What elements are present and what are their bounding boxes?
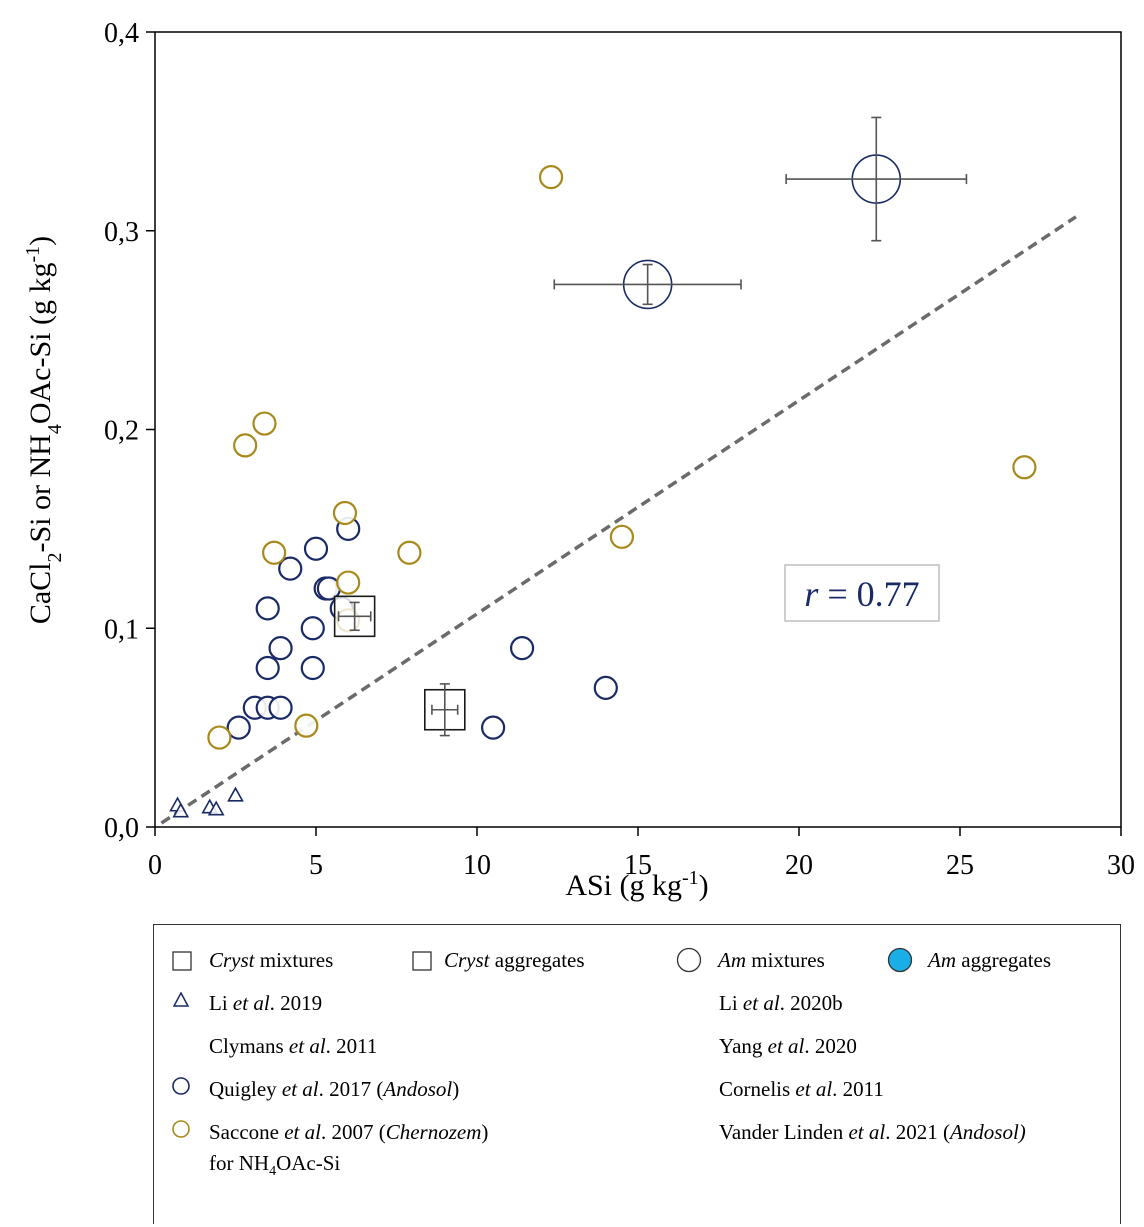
circle-point bbox=[278, 556, 303, 581]
circle-point bbox=[233, 433, 258, 458]
circle-point bbox=[1012, 455, 1037, 480]
cryst-mixture-point bbox=[333, 595, 376, 638]
circle-point bbox=[300, 655, 325, 681]
am-mixture-point bbox=[785, 116, 968, 242]
y-tick-label: 0,1 bbox=[104, 614, 139, 645]
legend-cornelis-2011: Cornelis et al. 2011 bbox=[719, 1077, 884, 1101]
legend-saccone-2007: Saccone et al. 2007 (Chernozem) bbox=[209, 1120, 489, 1144]
cryst-mixture-point bbox=[423, 683, 466, 737]
legend-am-mixtures: Am mixtures bbox=[718, 948, 825, 972]
legend-quigley-2017: Quigley et al. 2017 (Andosol) bbox=[209, 1077, 460, 1101]
x-axis-title: ASi (g kg-1) bbox=[565, 867, 708, 902]
legend-vander-linden-2021: Vander Linden et al. 2021 (Andosol) bbox=[719, 1120, 1026, 1144]
y-tick-label: 0,0 bbox=[104, 813, 139, 844]
x-tick-label: 20 bbox=[785, 850, 813, 881]
circle-marker-icon bbox=[172, 1077, 190, 1095]
circle-point bbox=[255, 596, 280, 621]
square-marker-icon bbox=[172, 951, 192, 971]
circle-point bbox=[609, 524, 635, 549]
triangle-point bbox=[207, 800, 225, 816]
x-tick-label: 0 bbox=[148, 850, 162, 881]
circle-point bbox=[226, 715, 251, 740]
x-tick-label: 10 bbox=[463, 850, 491, 881]
triangle-point bbox=[227, 786, 244, 802]
y-axis-title: CaCl2-Si or NH4OAc-Si (g kg-1) bbox=[22, 236, 66, 624]
circle-point bbox=[207, 725, 232, 750]
legend-cryst-mixtures: Cryst mixtures bbox=[209, 948, 334, 972]
x-tick-label: 5 bbox=[309, 850, 323, 881]
legend-saccone-line2: for NH4OAc-Si bbox=[209, 1151, 341, 1180]
circle-point bbox=[255, 655, 280, 681]
circle-point bbox=[252, 411, 277, 436]
circle-marker-icon bbox=[172, 1120, 190, 1138]
scatter-chart: 0 5 10 15 20 25 30 0,0 0,1 0,2 0,3 0,4 ASi (g kg-1)… bbox=[22, 18, 1135, 902]
plot-border bbox=[154, 31, 1122, 828]
legend-cryst-aggregates: Cryst aggregates bbox=[444, 948, 585, 972]
am-mixture-point bbox=[553, 259, 742, 310]
circle-point bbox=[481, 715, 506, 740]
circle-point bbox=[268, 636, 293, 661]
x-tick-label: 25 bbox=[946, 850, 974, 881]
axis-ticks: 0 5 10 15 20 25 30 0,0 0,1 0,2 0,3 0,4 bbox=[104, 18, 1135, 881]
legend-am-aggregates: Am aggregates bbox=[928, 948, 1052, 972]
legend-clymans-2011: Clymans et al. 2011 bbox=[209, 1034, 378, 1058]
circle-point bbox=[300, 616, 325, 641]
y-tick-label: 0,2 bbox=[104, 416, 139, 447]
y-tick-label: 0,3 bbox=[104, 217, 139, 248]
r-value-label: r = 0.77 bbox=[804, 574, 919, 614]
plot-area bbox=[154, 31, 1122, 828]
large-circle-marker-icon bbox=[676, 947, 702, 973]
circle-point bbox=[397, 540, 422, 565]
legend: Cryst mixtures Cryst aggregates Am mixtu… bbox=[153, 924, 1121, 1224]
circle-point bbox=[303, 536, 329, 561]
circle-point bbox=[332, 500, 358, 526]
circle-point bbox=[509, 636, 535, 661]
data-points bbox=[169, 116, 1037, 818]
circle-point bbox=[268, 695, 293, 720]
x-tick-label: 30 bbox=[1107, 850, 1135, 881]
square-marker-icon bbox=[412, 951, 432, 971]
circle-point bbox=[336, 570, 361, 595]
circle-point bbox=[262, 540, 287, 565]
circle-point bbox=[294, 713, 319, 738]
legend-li-2020b: Li et al. 2020b bbox=[719, 991, 843, 1015]
legend-yang-2020: Yang et al. 2020 bbox=[719, 1034, 857, 1058]
circle-point bbox=[538, 164, 564, 190]
triangle-point bbox=[172, 802, 190, 818]
circle-point bbox=[593, 675, 618, 700]
filled-circle-marker-icon bbox=[887, 947, 913, 973]
legend-li-2019: Li et al. 2019 bbox=[209, 991, 323, 1015]
y-tick-label: 0,4 bbox=[104, 18, 139, 49]
triangle-marker-icon bbox=[173, 992, 189, 1007]
x-tick-label: 15 bbox=[624, 850, 652, 881]
r-annotation: r = 0.77 bbox=[784, 564, 940, 622]
